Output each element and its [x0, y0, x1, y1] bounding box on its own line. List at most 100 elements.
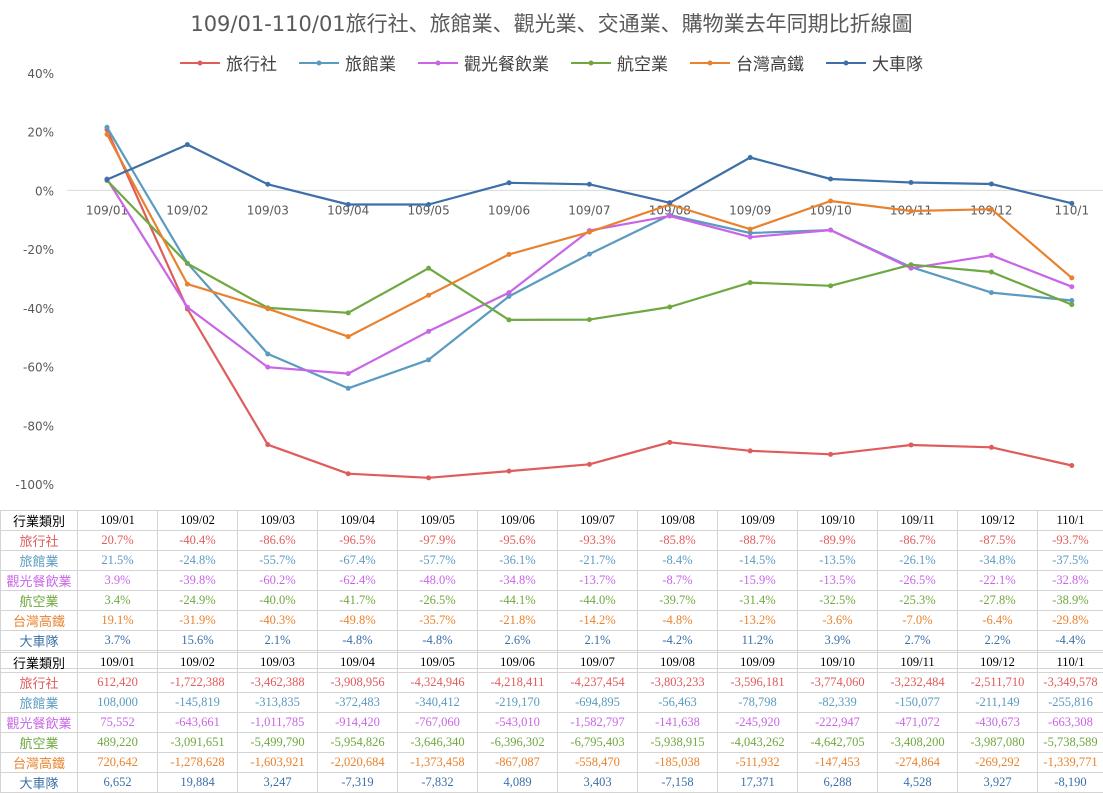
- table-cell: 3.7%: [78, 631, 158, 651]
- row-label: 觀光餐飲業: [1, 571, 78, 591]
- data-point: [1069, 275, 1074, 280]
- table-cell: -4.4%: [1038, 631, 1103, 651]
- data-point: [507, 469, 512, 474]
- table-cell: -4,642,705: [798, 733, 878, 753]
- data-point: [828, 228, 833, 233]
- table-cell: -141,638: [638, 713, 718, 733]
- data-point: [667, 200, 672, 205]
- table-cell: -82,339: [798, 693, 878, 713]
- series-line-大車隊: [107, 145, 1072, 205]
- column-header: 109/05: [398, 653, 478, 673]
- table-cell: -4.8%: [318, 631, 398, 651]
- row-label: 大車隊: [1, 631, 78, 651]
- table-cell: -48.0%: [398, 571, 478, 591]
- table-cell: -269,292: [958, 753, 1038, 773]
- column-header: 109/04: [318, 511, 398, 531]
- table-cell: -21.8%: [478, 611, 558, 631]
- data-point: [1069, 463, 1074, 468]
- table-cell: -1,373,458: [398, 753, 478, 773]
- data-point: [426, 329, 431, 334]
- table-cell: -3,091,651: [158, 733, 238, 753]
- table-cell: -3,908,956: [318, 673, 398, 693]
- table-cell: -96.5%: [318, 531, 398, 551]
- column-header: 109/11: [878, 653, 958, 673]
- data-point: [828, 176, 833, 181]
- table-cell: -57.7%: [398, 551, 478, 571]
- column-header: 109/07: [558, 511, 638, 531]
- data-point: [989, 181, 994, 186]
- table-cell: -1,722,388: [158, 673, 238, 693]
- table-cell: -4.8%: [638, 611, 718, 631]
- data-point: [909, 180, 914, 185]
- table-cell: -867,087: [478, 753, 558, 773]
- table-cell: -6,795,403: [558, 733, 638, 753]
- data-point: [1069, 284, 1074, 289]
- column-header: 109/01: [78, 653, 158, 673]
- table-cell: -39.8%: [158, 571, 238, 591]
- table-cell: -2,020,684: [318, 753, 398, 773]
- data-point: [346, 334, 351, 339]
- y-tick-label: -60%: [23, 361, 54, 375]
- row-label: 旅行社: [1, 531, 78, 551]
- x-tick-label: 109/03: [247, 203, 289, 217]
- data-point: [185, 142, 190, 147]
- data-point: [265, 182, 270, 187]
- row-label: 旅館業: [1, 693, 78, 713]
- table-cell: -87.5%: [958, 531, 1038, 551]
- table-cell: -15.9%: [718, 571, 798, 591]
- table-cell: -185,038: [638, 753, 718, 773]
- table-cell: -36.1%: [478, 551, 558, 571]
- table-cell: -255,816: [1038, 693, 1103, 713]
- table-cell: -85.8%: [638, 531, 718, 551]
- row-label: 航空業: [1, 733, 78, 753]
- table-cell: 2.6%: [478, 631, 558, 651]
- table-cell: -89.9%: [798, 531, 878, 551]
- table-cell: -4,218,411: [478, 673, 558, 693]
- column-header: 109/08: [638, 653, 718, 673]
- table-cell: 2.1%: [558, 631, 638, 651]
- row-label: 航空業: [1, 591, 78, 611]
- table-cell: -3,774,060: [798, 673, 878, 693]
- table-cell: -6.4%: [958, 611, 1038, 631]
- data-point: [426, 293, 431, 298]
- data-point: [989, 253, 994, 258]
- table-cell: -93.3%: [558, 531, 638, 551]
- column-header: 109/06: [478, 653, 558, 673]
- data-point: [909, 262, 914, 267]
- column-header: 109/11: [878, 511, 958, 531]
- data-point: [748, 448, 753, 453]
- data-point: [828, 283, 833, 288]
- column-header: 109/06: [478, 511, 558, 531]
- table-cell: 6,652: [78, 773, 158, 793]
- column-header: 109/09: [718, 511, 798, 531]
- table-cell: 21.5%: [78, 551, 158, 571]
- table-cell: -41.7%: [318, 591, 398, 611]
- column-header: 109/04: [318, 653, 398, 673]
- y-tick-label: -100%: [15, 478, 54, 492]
- data-point: [748, 280, 753, 285]
- table-cell: -40.3%: [238, 611, 318, 631]
- x-tick-label: 109/09: [729, 203, 771, 217]
- x-tick-label: 109/06: [488, 203, 530, 217]
- data-point: [667, 213, 672, 218]
- data-point: [748, 227, 753, 232]
- table-cell: -8.4%: [638, 551, 718, 571]
- table-cell: -3,232,484: [878, 673, 958, 693]
- data-point: [1069, 201, 1074, 206]
- column-header: 109/09: [718, 653, 798, 673]
- table-cell: -3,349,578: [1038, 673, 1103, 693]
- table-cell: -3,803,233: [638, 673, 718, 693]
- column-header: 109/12: [958, 511, 1038, 531]
- data-point: [105, 177, 110, 182]
- column-header: 109/05: [398, 511, 478, 531]
- data-point: [346, 471, 351, 476]
- table-cell: -93.7%: [1038, 531, 1103, 551]
- data-point: [265, 365, 270, 370]
- table-cell: -24.9%: [158, 591, 238, 611]
- table-cell: -31.9%: [158, 611, 238, 631]
- table-cell: -40.4%: [158, 531, 238, 551]
- data-point: [105, 125, 110, 130]
